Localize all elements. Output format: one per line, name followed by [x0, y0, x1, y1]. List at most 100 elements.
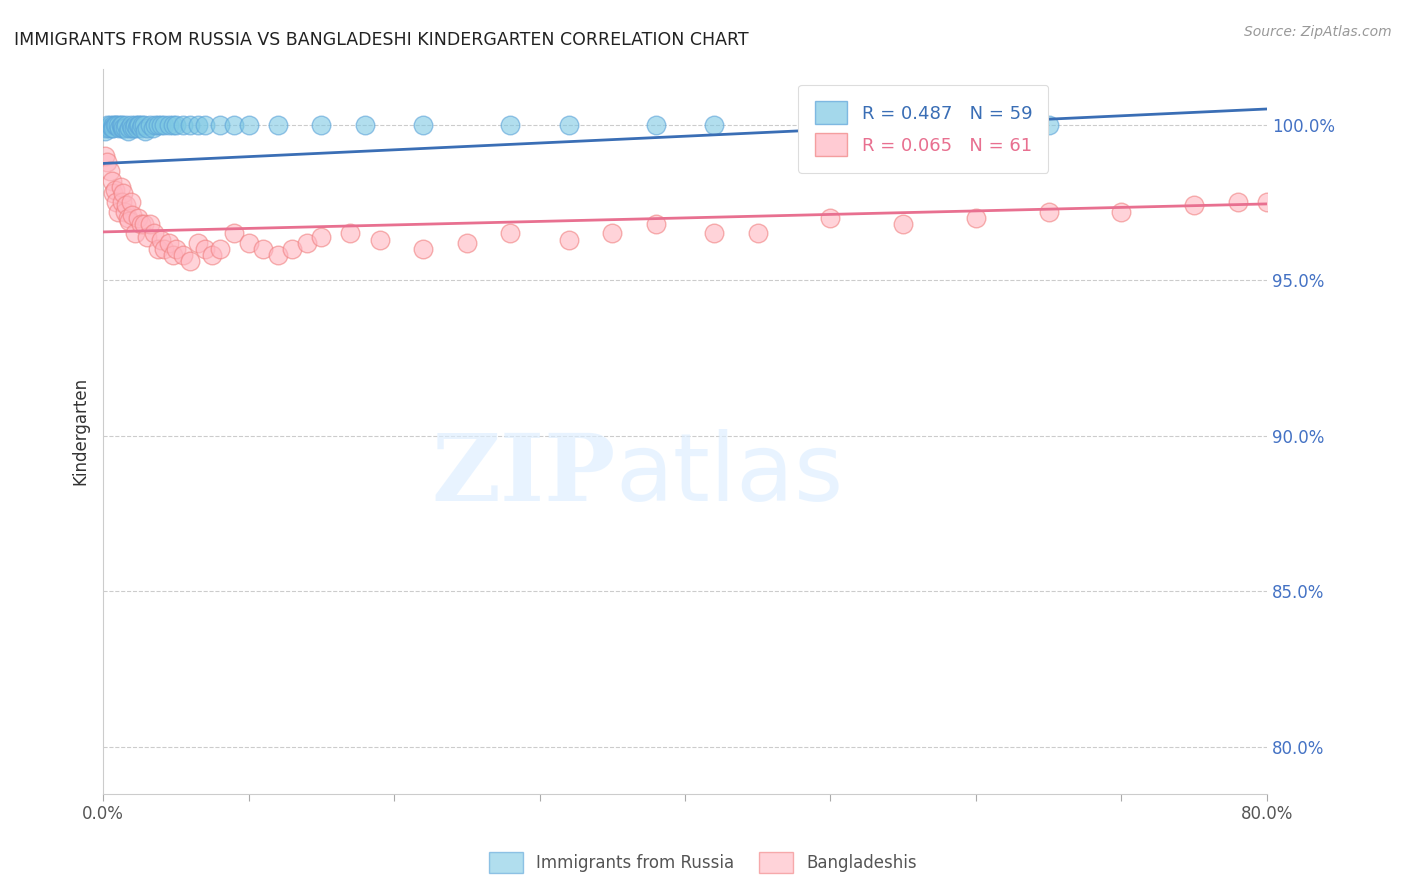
- Point: [114, 120, 136, 135]
- Point: [135, 120, 157, 135]
- Point: [1182, 198, 1205, 212]
- Point: [339, 227, 361, 241]
- Point: [281, 242, 304, 256]
- Point: [201, 248, 224, 262]
- Point: [111, 120, 134, 135]
- Point: [820, 118, 842, 132]
- Point: [108, 120, 131, 135]
- Point: [208, 118, 231, 132]
- Point: [600, 227, 623, 241]
- Point: [187, 235, 209, 250]
- Point: [118, 120, 141, 135]
- Y-axis label: Kindergarten: Kindergarten: [72, 377, 89, 485]
- Point: [100, 118, 122, 132]
- Point: [138, 118, 160, 132]
- Point: [128, 118, 150, 132]
- Point: [965, 211, 987, 225]
- Point: [114, 204, 136, 219]
- Point: [121, 120, 143, 135]
- Point: [557, 118, 579, 132]
- Point: [1038, 204, 1060, 219]
- Point: [162, 118, 184, 132]
- Point: [105, 195, 128, 210]
- Point: [162, 248, 184, 262]
- Point: [412, 242, 434, 256]
- Point: [935, 118, 957, 132]
- Point: [187, 118, 209, 132]
- Point: [148, 118, 170, 132]
- Point: [142, 120, 165, 135]
- Point: [120, 195, 142, 210]
- Point: [1226, 195, 1249, 210]
- Point: [557, 233, 579, 247]
- Point: [115, 118, 138, 132]
- Point: [165, 242, 187, 256]
- Point: [145, 118, 167, 132]
- Point: [179, 254, 201, 268]
- Point: [96, 154, 118, 169]
- Point: [820, 211, 842, 225]
- Point: [354, 118, 377, 132]
- Point: [112, 120, 135, 135]
- Point: [129, 217, 152, 231]
- Point: [143, 227, 166, 241]
- Text: ZIP: ZIP: [430, 430, 616, 520]
- Point: [311, 118, 333, 132]
- Point: [117, 211, 139, 225]
- Point: [1038, 118, 1060, 132]
- Point: [238, 235, 260, 250]
- Point: [103, 120, 125, 135]
- Point: [368, 233, 391, 247]
- Point: [153, 118, 176, 132]
- Point: [103, 186, 125, 200]
- Point: [117, 124, 139, 138]
- Text: Source: ZipAtlas.com: Source: ZipAtlas.com: [1244, 25, 1392, 39]
- Point: [131, 118, 153, 132]
- Point: [222, 227, 245, 241]
- Point: [499, 227, 522, 241]
- Point: [124, 227, 146, 241]
- Text: atlas: atlas: [616, 429, 844, 521]
- Point: [412, 118, 434, 132]
- Point: [132, 118, 155, 132]
- Point: [97, 120, 120, 135]
- Point: [124, 118, 146, 132]
- Point: [134, 124, 156, 138]
- Point: [1111, 204, 1133, 219]
- Point: [153, 242, 176, 256]
- Point: [120, 118, 142, 132]
- Point: [148, 242, 170, 256]
- Point: [165, 118, 187, 132]
- Point: [1256, 195, 1278, 210]
- Point: [127, 118, 149, 132]
- Point: [645, 118, 668, 132]
- Point: [267, 248, 290, 262]
- Point: [103, 118, 125, 132]
- Point: [267, 118, 290, 132]
- Point: [222, 118, 245, 132]
- Point: [125, 120, 148, 135]
- Point: [238, 118, 260, 132]
- Point: [107, 118, 129, 132]
- Point: [96, 118, 118, 132]
- Point: [456, 235, 478, 250]
- Legend: Immigrants from Russia, Bangladeshis: Immigrants from Russia, Bangladeshis: [482, 846, 924, 880]
- Point: [311, 229, 333, 244]
- Legend: R = 0.487   N = 59, R = 0.065   N = 61: R = 0.487 N = 59, R = 0.065 N = 61: [799, 85, 1049, 173]
- Point: [93, 149, 115, 163]
- Point: [179, 118, 201, 132]
- Point: [747, 227, 769, 241]
- Point: [132, 217, 155, 231]
- Point: [129, 120, 152, 135]
- Point: [93, 124, 115, 138]
- Point: [122, 120, 145, 135]
- Point: [94, 120, 117, 135]
- Point: [104, 183, 127, 197]
- Point: [645, 217, 668, 231]
- Point: [111, 118, 134, 132]
- Point: [105, 118, 128, 132]
- Point: [135, 229, 157, 244]
- Point: [150, 233, 173, 247]
- Point: [499, 118, 522, 132]
- Point: [110, 179, 132, 194]
